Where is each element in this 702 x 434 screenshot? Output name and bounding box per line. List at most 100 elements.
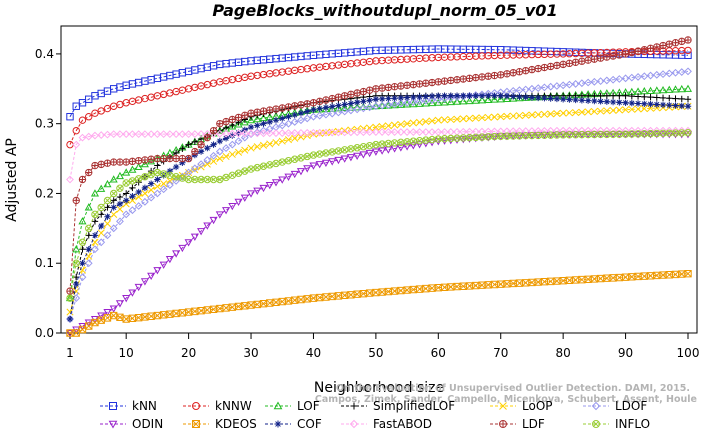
data-point — [640, 72, 649, 81]
legend-swatch-marker — [350, 402, 358, 410]
data-point — [247, 301, 255, 309]
data-point — [322, 110, 330, 119]
x-tick-label: 50 — [368, 346, 383, 360]
legend-swatch-marker — [109, 402, 117, 410]
data-point — [246, 190, 256, 198]
data-point — [109, 189, 118, 198]
data-point — [122, 197, 130, 204]
data-point — [365, 86, 374, 94]
data-point — [478, 127, 486, 136]
data-point — [291, 111, 298, 119]
data-point — [384, 83, 393, 92]
data-point — [234, 169, 243, 177]
data-point — [309, 99, 318, 107]
data-point — [541, 95, 548, 102]
data-point — [184, 130, 193, 139]
data-point — [371, 128, 380, 136]
data-point — [154, 162, 161, 169]
data-point — [421, 128, 430, 136]
data-point — [297, 133, 305, 141]
data-point — [97, 160, 105, 169]
data-point — [497, 92, 504, 99]
data-point — [153, 189, 162, 198]
data-point — [153, 154, 162, 163]
data-point — [197, 148, 205, 155]
data-point — [365, 289, 374, 297]
legend-swatch-marker — [274, 420, 282, 428]
data-point — [103, 179, 112, 188]
data-point — [422, 118, 430, 126]
data-point — [478, 73, 486, 81]
data-point — [265, 125, 274, 133]
data-point — [203, 222, 212, 230]
data-point — [603, 107, 611, 115]
data-point — [652, 86, 661, 94]
data-point — [565, 126, 574, 135]
data-point — [672, 95, 679, 102]
data-point — [328, 292, 336, 301]
data-point — [116, 313, 124, 322]
data-point — [147, 312, 155, 320]
data-point — [334, 104, 343, 112]
data-point — [234, 148, 243, 156]
data-point — [259, 126, 268, 135]
y-axis-label: Adjusted AP — [4, 138, 20, 222]
data-point — [103, 196, 112, 205]
data-point — [128, 314, 137, 323]
data-point — [365, 149, 374, 158]
data-point — [666, 101, 673, 109]
data-point — [78, 266, 87, 274]
data-point — [647, 93, 654, 101]
data-point — [128, 289, 137, 297]
data-point — [397, 94, 405, 102]
data-point — [622, 99, 629, 106]
data-point — [259, 184, 268, 193]
data-point — [490, 113, 499, 121]
data-point — [246, 115, 256, 124]
data-point — [353, 290, 361, 298]
data-point — [490, 127, 499, 136]
data-point — [347, 291, 355, 299]
x-tick-label: 60 — [431, 346, 446, 360]
data-point — [147, 186, 155, 194]
data-point — [290, 170, 299, 179]
data-point — [672, 102, 679, 109]
data-point — [116, 200, 124, 208]
data-point — [372, 96, 380, 103]
data-point — [197, 130, 205, 138]
data-point — [347, 100, 355, 107]
series-line — [69, 105, 689, 313]
series-odin — [65, 131, 693, 338]
data-point — [353, 89, 361, 97]
data-point — [147, 193, 156, 202]
data-point — [203, 134, 212, 142]
data-point — [584, 97, 592, 104]
data-point — [297, 110, 305, 117]
data-point — [222, 117, 230, 126]
data-point — [590, 55, 599, 63]
data-point — [159, 311, 168, 319]
data-point — [129, 193, 136, 200]
data-point — [628, 92, 636, 100]
legend-item-ldf: LDF — [490, 417, 545, 431]
data-point — [97, 312, 106, 320]
data-point — [66, 294, 74, 302]
data-point — [434, 78, 443, 86]
data-point — [365, 103, 374, 112]
data-point — [134, 157, 143, 165]
data-point — [416, 93, 423, 101]
data-point — [228, 171, 237, 179]
data-point — [340, 92, 349, 100]
data-point — [384, 100, 393, 109]
data-point — [191, 307, 199, 316]
data-point — [391, 121, 399, 129]
data-point — [253, 114, 262, 123]
data-point — [477, 96, 487, 104]
data-point — [254, 122, 261, 129]
data-point — [621, 74, 630, 83]
data-point — [671, 85, 680, 93]
data-point — [210, 157, 218, 165]
data-point — [396, 128, 405, 136]
data-point — [228, 202, 237, 211]
data-point — [115, 300, 124, 308]
